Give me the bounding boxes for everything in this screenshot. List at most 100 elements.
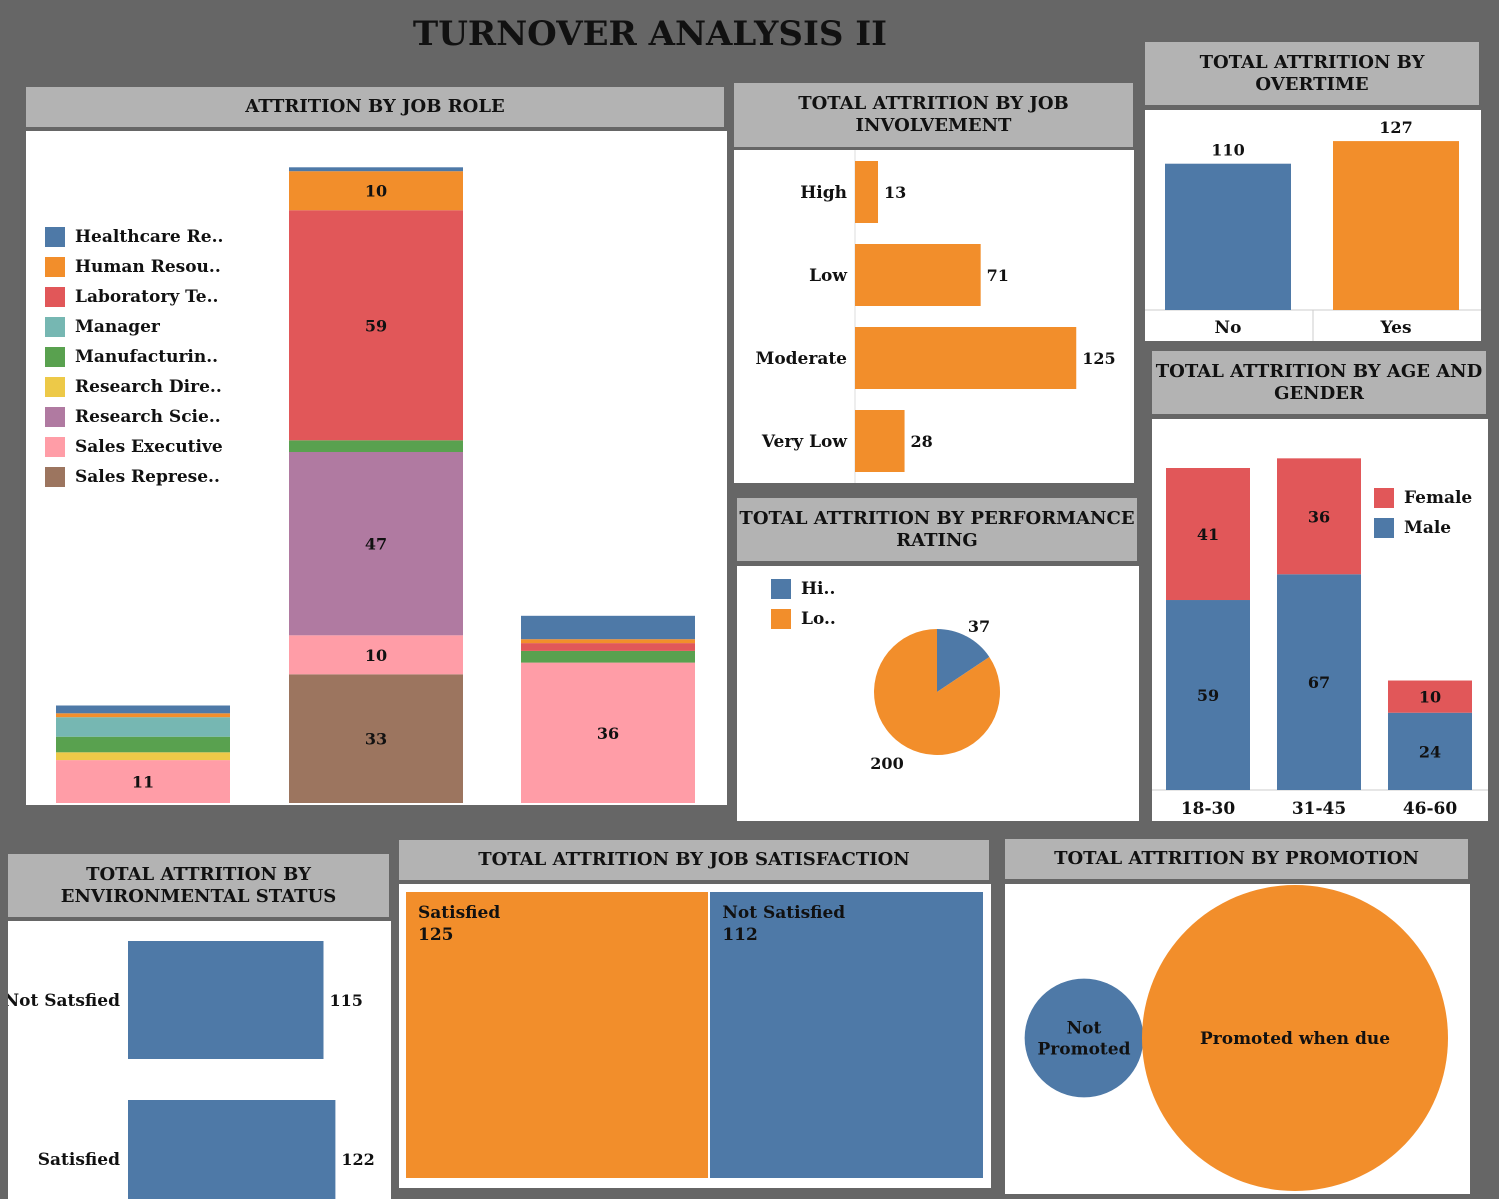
job-involvement-bar-label: 71 bbox=[987, 266, 1009, 285]
environment-category-label: Satisfied bbox=[38, 1150, 120, 1170]
job-satisfaction-header: TOTAL ATTRITION BY JOB SATISFACTION bbox=[399, 840, 989, 880]
performance-legend-item-1-label: Lo.. bbox=[801, 609, 836, 629]
job-role-bar-0-5 bbox=[56, 717, 230, 737]
job-satisfaction-treemap: Satisfied 125 Not Satisfied 112 bbox=[406, 892, 983, 1178]
job-role-bar-2-7 bbox=[521, 639, 695, 644]
job-role-legend-item-4-label: Manufacturin.. bbox=[75, 347, 219, 367]
overtime-header: TOTAL ATTRITION BY OVERTIME bbox=[1145, 42, 1479, 105]
page-title: TURNOVER ANALYSIS II bbox=[412, 14, 888, 54]
job-satisfaction-block-1: Not Satisfied 112 bbox=[710, 892, 983, 1178]
performance-panel: Hi.. Lo.. 37 200 bbox=[737, 566, 1139, 821]
age-gender-legend-item-0-swatch bbox=[1374, 488, 1394, 508]
overtime-category-label: Yes bbox=[1379, 318, 1411, 338]
job-involvement-header: TOTAL ATTRITION BY JOB INVOLVEMENT bbox=[734, 83, 1133, 147]
job-involvement-chart: High 13 Low 71 Moderate 125 Very Low 28 bbox=[756, 150, 1116, 483]
environment-panel: 115 Not Satsfied 122 Satisfied bbox=[8, 921, 391, 1199]
job-involvement-bar-label: 125 bbox=[1082, 349, 1115, 368]
age-gender-bar-label: 67 bbox=[1308, 673, 1330, 692]
overtime-bar-0 bbox=[1165, 163, 1291, 310]
age-gender-category-label: 18-30 bbox=[1181, 799, 1236, 819]
job-role-bar-label: 33 bbox=[365, 730, 387, 749]
job-role-bar-1-1 bbox=[289, 635, 463, 675]
job-role-legend-item-8-swatch bbox=[45, 467, 65, 487]
age-gender-legend-item-1-label: Male bbox=[1404, 518, 1452, 538]
job-satisfaction-block-0: Satisfied 125 bbox=[406, 892, 709, 1178]
job-role-legend-item-6-swatch bbox=[45, 407, 65, 427]
job-role-legend-item-2: Laboratory Te.. bbox=[45, 282, 223, 312]
job-role-bar-0-3 bbox=[56, 752, 230, 761]
job-role-legend-item-3-swatch bbox=[45, 317, 65, 337]
job-involvement-bar-label: 13 bbox=[884, 183, 906, 202]
age-gender-bar-label: 24 bbox=[1419, 742, 1441, 761]
job-role-bar-0-4 bbox=[56, 736, 230, 753]
age-gender-category-label: 31-45 bbox=[1292, 799, 1346, 819]
performance-legend-item-0-swatch bbox=[771, 579, 791, 599]
job-satisfaction-block-value: 125 bbox=[418, 925, 454, 945]
environment-category-label: Not Satsfied bbox=[8, 991, 120, 1011]
environment-bar-0 bbox=[128, 941, 324, 1059]
job-role-bar-2-1 bbox=[521, 662, 695, 803]
job-role-bar-1-7 bbox=[289, 171, 463, 211]
performance-legend: Hi.. Lo.. bbox=[771, 574, 836, 634]
job-role-bar-0-7 bbox=[56, 713, 230, 718]
job-role-bar-label: 11 bbox=[132, 773, 154, 792]
promotion-header: TOTAL ATTRITION BY PROMOTION bbox=[1005, 839, 1468, 879]
job-role-legend-item-1: Human Resou.. bbox=[45, 252, 223, 282]
age-gender-bar-2-0 bbox=[1388, 712, 1472, 790]
job-role-legend-item-0: Healthcare Re.. bbox=[45, 222, 223, 252]
job-involvement-bar-3 bbox=[855, 410, 905, 472]
age-gender-legend-item-0-label: Female bbox=[1404, 488, 1473, 508]
environment-bar-1 bbox=[128, 1100, 336, 1199]
job-role-legend-item-6: Research Scie.. bbox=[45, 402, 223, 432]
performance-slice-0 bbox=[937, 629, 990, 692]
age-gender-header: TOTAL ATTRITION BY AGE AND GENDER bbox=[1152, 351, 1486, 414]
performance-legend-item-0: Hi.. bbox=[771, 574, 836, 604]
performance-legend-item-1-swatch bbox=[771, 609, 791, 629]
job-role-bar-2-4 bbox=[521, 650, 695, 663]
job-involvement-panel: High 13 Low 71 Moderate 125 Very Low 28 bbox=[734, 150, 1134, 483]
job-role-bar-label: 59 bbox=[365, 316, 387, 335]
job-role-legend-item-1-label: Human Resou.. bbox=[75, 257, 221, 277]
age-gender-legend: Female Male bbox=[1374, 483, 1472, 543]
age-gender-bar-label: 10 bbox=[1419, 688, 1441, 707]
job-role-bar-1-4 bbox=[289, 440, 463, 452]
job-role-bar-0-8 bbox=[56, 705, 230, 714]
job-satisfaction-panel: Satisfied 125 Not Satisfied 112 bbox=[399, 884, 991, 1188]
promotion-bubble-1 bbox=[1142, 885, 1448, 1191]
job-role-bar-1-2 bbox=[289, 452, 463, 636]
job-role-bar-1-0 bbox=[289, 674, 463, 803]
job-role-legend-item-5-swatch bbox=[45, 377, 65, 397]
job-role-bar-2-8 bbox=[521, 615, 695, 640]
job-role-legend-item-3: Manager bbox=[45, 312, 223, 342]
overtime-bar-1 bbox=[1333, 141, 1459, 310]
age-gender-panel: Female Male 59 41 18-30 67 36 31-45 24 10 46-60 bbox=[1152, 419, 1488, 821]
job-role-chart: 11 33 10 47 59 10 36 bbox=[56, 167, 695, 803]
job-role-legend-item-5-label: Research Dire.. bbox=[75, 377, 222, 397]
job-role-legend-item-8-label: Sales Represe.. bbox=[75, 467, 220, 487]
age-gender-chart: 59 41 18-30 67 36 31-45 24 10 46-60 bbox=[1152, 458, 1488, 819]
job-role-panel: Healthcare Re.. Human Resou.. Laboratory T… bbox=[26, 131, 727, 805]
environment-header: TOTAL ATTRITION BY ENVIRONMENTAL STATUS bbox=[8, 854, 389, 917]
performance-header: TOTAL ATTRITION BY PERFORMANCE RATING bbox=[737, 498, 1137, 561]
promotion-bubble-label: Promoted bbox=[1038, 1040, 1131, 1060]
age-gender-bar-1-0 bbox=[1277, 574, 1361, 790]
job-role-legend-item-7-label: Sales Executive bbox=[75, 437, 223, 457]
age-gender-category-label: 46-60 bbox=[1403, 799, 1458, 819]
age-gender-bar-1-1 bbox=[1277, 458, 1361, 575]
performance-slice-label: 37 bbox=[968, 617, 990, 636]
age-gender-bar-label: 41 bbox=[1197, 525, 1219, 544]
age-gender-legend-item-0: Female bbox=[1374, 483, 1472, 513]
performance-slice-label: 200 bbox=[870, 754, 903, 773]
job-role-legend-item-7: Sales Executive bbox=[45, 432, 223, 462]
job-involvement-category-label: High bbox=[800, 183, 847, 203]
job-role-bar-0-1 bbox=[56, 760, 230, 803]
overtime-chart: 110 No 127 Yes bbox=[1145, 118, 1481, 341]
job-role-bar-label: 36 bbox=[597, 724, 619, 743]
overtime-panel: 110 No 127 Yes bbox=[1145, 110, 1481, 341]
age-gender-bar-2-1 bbox=[1388, 680, 1472, 713]
job-role-legend-item-0-swatch bbox=[45, 227, 65, 247]
overtime-category-label: No bbox=[1215, 318, 1242, 338]
promotion-bubble-label: Not bbox=[1067, 1019, 1102, 1039]
job-role-legend-item-1-swatch bbox=[45, 257, 65, 277]
job-satisfaction-block-label: Satisfied bbox=[418, 903, 501, 923]
